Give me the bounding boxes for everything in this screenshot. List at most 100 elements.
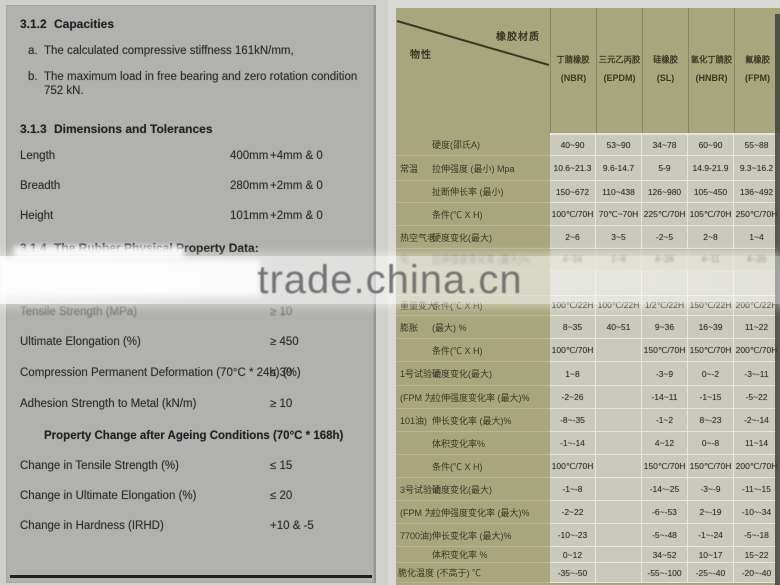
- group-label: [396, 432, 432, 455]
- table-row: 条件(℃ X H) 100℃/70H 70℃~70H 225℃/70H 105℃/70H…: [396, 203, 780, 226]
- group-label: 3号试验油: [396, 478, 441, 501]
- table-cell: 250℃/70H: [734, 203, 780, 226]
- column-abbr: (SL): [656, 73, 675, 83]
- scan-edge: [775, 14, 780, 585]
- table-cell: 40~51: [596, 316, 642, 339]
- table-row: 膨胀 (最大) % 8~35 40~51 9~36 16~39 11~22: [396, 316, 780, 339]
- table-cell: 0~12: [550, 547, 596, 563]
- table-cell: 100℃/70H: [550, 203, 596, 226]
- sub-heading: Property Change after Ageing Conditions …: [20, 429, 364, 443]
- dimension-value: 400mm: [230, 150, 269, 162]
- list-marker: b.: [28, 71, 38, 83]
- group-label: 化: [396, 249, 432, 270]
- table-cell: [596, 270, 642, 296]
- property-value: ≤ 20: [270, 490, 293, 502]
- table-cell: 70℃~70H: [596, 203, 642, 226]
- row-label: 条件(℃ X H): [432, 339, 550, 362]
- table-cell: [596, 563, 642, 583]
- table-cell: 15~22: [734, 547, 780, 563]
- table-row: 3号试验油 硬度变化(最大) -1~-8 -14~-25 -3~-9 -11~-15: [396, 478, 780, 501]
- table-cell: 150℃/70H: [642, 455, 688, 478]
- table-cell: -2~-14: [734, 409, 780, 432]
- spec-document: 3.1.2 Capacities a. The calculated compress…: [6, 5, 376, 583]
- column-header: 硅橡胶 (SL): [642, 8, 688, 133]
- group-label: [396, 339, 432, 362]
- property-label: Adhesion Strength to Metal (kN/m): [20, 398, 197, 410]
- group-label: [396, 181, 432, 203]
- table-cell: -2~22: [550, 501, 596, 524]
- dimension-label: Length: [20, 150, 56, 162]
- doc-line: Tensile Strength (MPa) ≥ 10: [20, 305, 364, 319]
- row-label: 拉伸强度 (最小) Mpa: [432, 156, 550, 181]
- table-cell: 2~8: [688, 226, 734, 249]
- column-header: 氢化丁腈胶 (HNBR): [688, 8, 734, 133]
- property-label: Compression Permanent Deformation (70°C …: [20, 367, 301, 379]
- table-row: [396, 270, 780, 296]
- dimension-value: 101mm: [230, 210, 269, 222]
- doc-line: Ultimate Elongation (%) ≥ 450: [20, 335, 364, 349]
- rubber-property-table: 橡胶材质 物性 丁腈橡胶 (NBR) 三元乙丙胶 (EPDM) 硅橡胶 (SL) 氢化丁腈胶…: [388, 0, 780, 585]
- table-cell: 40~90: [550, 133, 596, 156]
- property-label: Change in Ultimate Elongation (%): [20, 490, 197, 502]
- list-text: The maximum load in free bearing and zer…: [44, 71, 358, 97]
- table-cell: 150~672: [550, 181, 596, 203]
- table-row: 条件(℃ X H) 100℃/70H 150℃/70H 150℃/70H 200℃/70…: [396, 455, 780, 478]
- table-cell: [596, 339, 642, 362]
- table-cell: 4~20: [734, 249, 780, 270]
- table-cell: 0~-8: [688, 432, 734, 455]
- diagonal-divider-line: [396, 20, 550, 66]
- row-label: 拉伸强度变化率 (最大)%: [432, 501, 550, 524]
- table-cell: 8~-23: [688, 409, 734, 432]
- table-cell: -11~-15: [734, 478, 780, 501]
- doc-line: a. The calculated compressive stiffness 1…: [20, 44, 364, 58]
- table-cell: -35~-50: [550, 563, 596, 583]
- row-label: 硬度(邵氏A): [432, 133, 550, 156]
- table-cell: -3~-11: [734, 362, 780, 386]
- column-name: 丁腈橡胶: [556, 55, 591, 65]
- table-cell: 200℃/22H: [734, 296, 780, 316]
- table-cell: -5~-18: [734, 524, 780, 547]
- doc-line: Change in Tensile Strength (%) ≤ 15: [20, 459, 364, 473]
- table-cell: -55~-100: [642, 563, 688, 583]
- doc-line: b. The maximum load in free bearing and z…: [20, 70, 364, 98]
- group-label: 热空气老: [396, 226, 436, 249]
- table-cell: -1~15: [688, 386, 734, 409]
- table-row: 体积变化率 % 0~12 34~52 10~17 15~22: [396, 547, 780, 563]
- table-cell: [596, 455, 642, 478]
- sub-heading-text: Property Change after Ageing Conditions …: [44, 430, 344, 442]
- table-cell: 9.3~16.2: [734, 156, 780, 181]
- table-cell: [688, 270, 734, 296]
- table-cell: [642, 270, 688, 296]
- table-cell: -14~11: [642, 386, 688, 409]
- table-row: 热空气老 硬度变化(最大) 2~6 3~5 -2~5 2~8 1~4: [396, 226, 780, 249]
- row-label: 拉伸强度变化率 (最大)%: [432, 386, 550, 409]
- table-cell: 60~90: [688, 133, 734, 156]
- group-label: [396, 203, 432, 226]
- column-name: 氟橡胶: [745, 55, 770, 65]
- group-label: 1号试验油: [396, 362, 441, 386]
- doc-line: Adhesion Strength to Metal (kN/m) ≥ 10: [20, 397, 364, 411]
- table-cell: 1~4: [734, 226, 780, 249]
- column-abbr: (NBR): [560, 73, 587, 83]
- column-abbr: (HNBR): [695, 73, 728, 83]
- table-cell: 5-9: [642, 156, 688, 181]
- table-cell: -1~-24: [688, 524, 734, 547]
- table-row: (FPM 为拉伸强度变化率 (最大)% -2~26 -14~11 -1~15 -5~22: [396, 386, 780, 409]
- dimension-label: Height: [20, 210, 54, 222]
- table-cell: -2~26: [550, 386, 596, 409]
- table-cell: 14.9-21.9: [688, 156, 734, 181]
- section-heading: 3.1.2 Capacities: [20, 17, 364, 31]
- table-cell: 2~6: [550, 226, 596, 249]
- column-name: 三元乙丙胶: [598, 55, 641, 65]
- table-cell: -3~9: [642, 362, 688, 386]
- table-cell: 9~36: [642, 316, 688, 339]
- table-cell: -10~-34: [734, 501, 780, 524]
- table-cell: 0~-2: [688, 362, 734, 386]
- table-cell: 4~11: [688, 249, 734, 270]
- table-cell: 53~90: [596, 133, 642, 156]
- table-cell: -14~-25: [642, 478, 688, 501]
- row-label: 扯断伸长率 (最小): [432, 181, 550, 203]
- table-cell: 16~39: [688, 316, 734, 339]
- property-label: Change in Tensile Strength (%): [20, 460, 179, 472]
- table-cell: -2~5: [642, 226, 688, 249]
